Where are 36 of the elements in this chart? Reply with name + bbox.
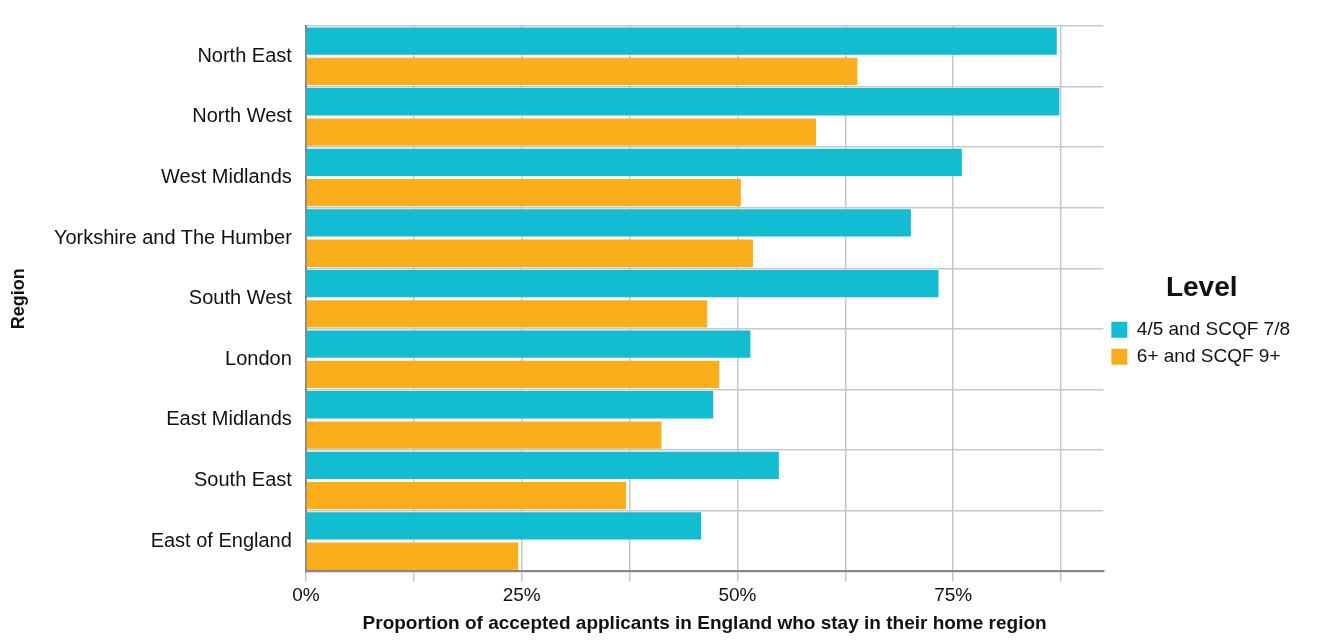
y-tick-label: East Midlands	[166, 407, 292, 430]
bar	[306, 57, 858, 86]
bar	[306, 482, 627, 510]
bar	[306, 391, 714, 419]
bar	[306, 512, 702, 540]
y-tick-label: South East	[194, 468, 293, 491]
bar	[306, 239, 753, 267]
bar	[306, 300, 708, 328]
bar	[306, 118, 816, 146]
bar	[306, 269, 939, 298]
y-tick-label: West Midlands	[161, 165, 292, 188]
legend-title: Level	[1165, 271, 1238, 303]
y-tick-label: North West	[192, 104, 293, 127]
y-tick-label: London	[225, 346, 292, 369]
bar	[306, 360, 720, 389]
bar	[306, 421, 662, 449]
bar	[306, 148, 962, 176]
y-tick-label: North East	[197, 43, 293, 66]
y-tick-label: South West	[188, 286, 293, 309]
bar	[306, 542, 519, 570]
x-tick-label: 0%	[292, 584, 320, 606]
y-tick-label: Yorkshire and The Humber	[53, 225, 293, 248]
bar	[306, 179, 741, 207]
bar	[306, 88, 1060, 116]
x-axis-title: Proportion of accepted applicants in England who stay in their home region	[362, 611, 1047, 633]
x-tick-label: 75%	[934, 584, 973, 606]
bar	[306, 330, 751, 358]
y-tick-label: East of England	[150, 528, 292, 551]
x-tick-label: 25%	[502, 584, 541, 606]
x-tick-label: 50%	[718, 584, 757, 606]
bar	[306, 209, 911, 237]
legend-label: 6+ and SCQF 9+	[1136, 345, 1281, 367]
bar	[306, 451, 779, 479]
y-axis-title: Region	[7, 268, 28, 330]
bar	[306, 27, 1057, 55]
legend-label: 4/5 and SCQF 7/8	[1136, 318, 1291, 340]
